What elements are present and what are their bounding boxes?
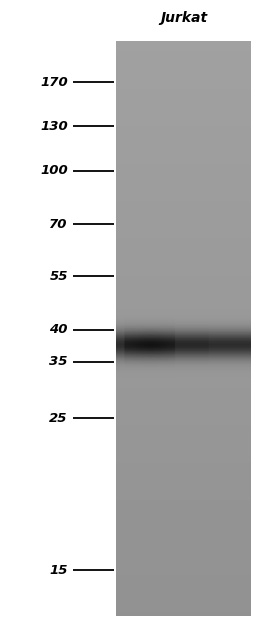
Text: 100: 100 <box>40 164 68 177</box>
Text: 15: 15 <box>49 564 68 576</box>
Text: Jurkat: Jurkat <box>160 11 207 25</box>
Text: 70: 70 <box>49 218 68 231</box>
Text: 170: 170 <box>40 76 68 88</box>
Text: 55: 55 <box>49 270 68 283</box>
Text: 35: 35 <box>49 355 68 368</box>
Text: 25: 25 <box>49 412 68 425</box>
Text: 40: 40 <box>49 324 68 336</box>
Text: 130: 130 <box>40 120 68 133</box>
